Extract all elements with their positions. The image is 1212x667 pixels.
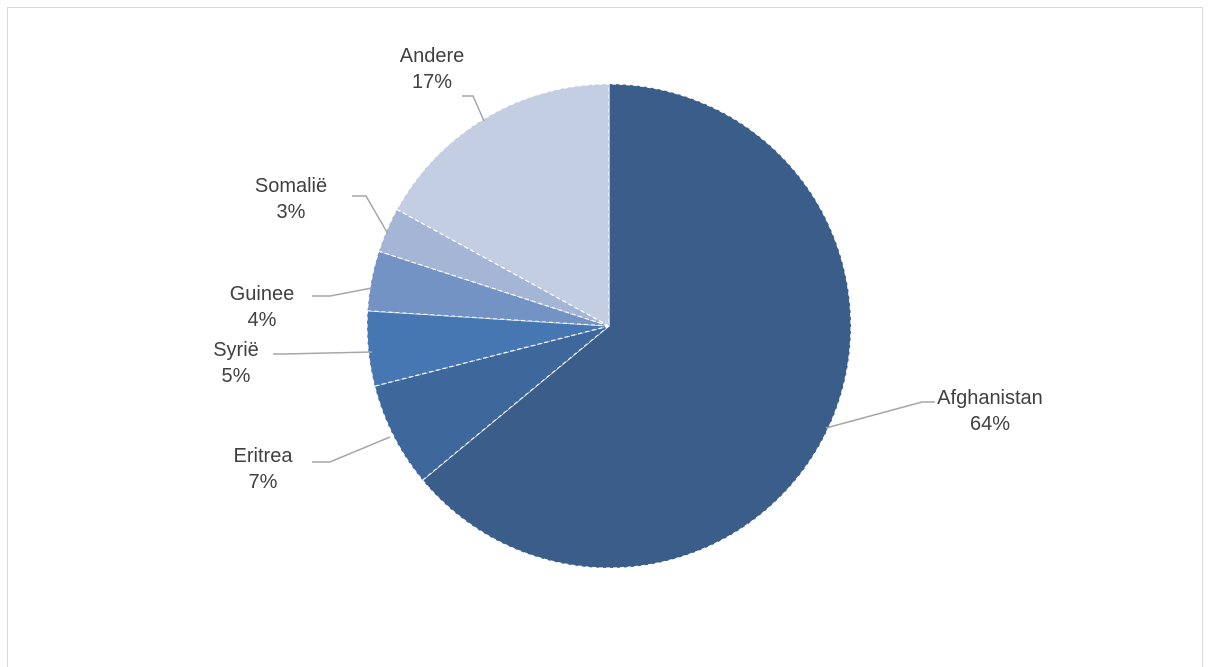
slice-category-label: Syrië — [213, 339, 259, 361]
leader-line — [312, 287, 373, 297]
slice-percent-label: 4% — [248, 309, 277, 331]
pie-slice-afghanistan — [421, 83, 852, 569]
pie-slice-guinee — [366, 250, 610, 327]
slice-category-label: Eritrea — [234, 445, 294, 467]
pie-slice-eritrea — [373, 325, 610, 482]
slice-category-label: Afghanistan — [937, 387, 1043, 409]
slice-percent-label: 7% — [249, 471, 278, 493]
pie-slice-andere — [396, 83, 610, 328]
leader-line — [352, 195, 389, 235]
slice-percent-label: 5% — [222, 365, 251, 387]
leader-line — [825, 401, 935, 429]
slice-category-label: Andere — [400, 45, 465, 67]
slice-percent-label: 17% — [412, 71, 452, 93]
slice-percent-label: 3% — [277, 201, 306, 223]
leader-line — [312, 436, 391, 463]
slice-percent-label: 64% — [970, 413, 1010, 435]
leader-line — [462, 95, 485, 122]
slice-category-label: Somalië — [255, 175, 327, 197]
chart-frame — [7, 7, 1203, 667]
slice-category-label: Guinee — [230, 283, 295, 305]
leader-line — [273, 351, 373, 355]
